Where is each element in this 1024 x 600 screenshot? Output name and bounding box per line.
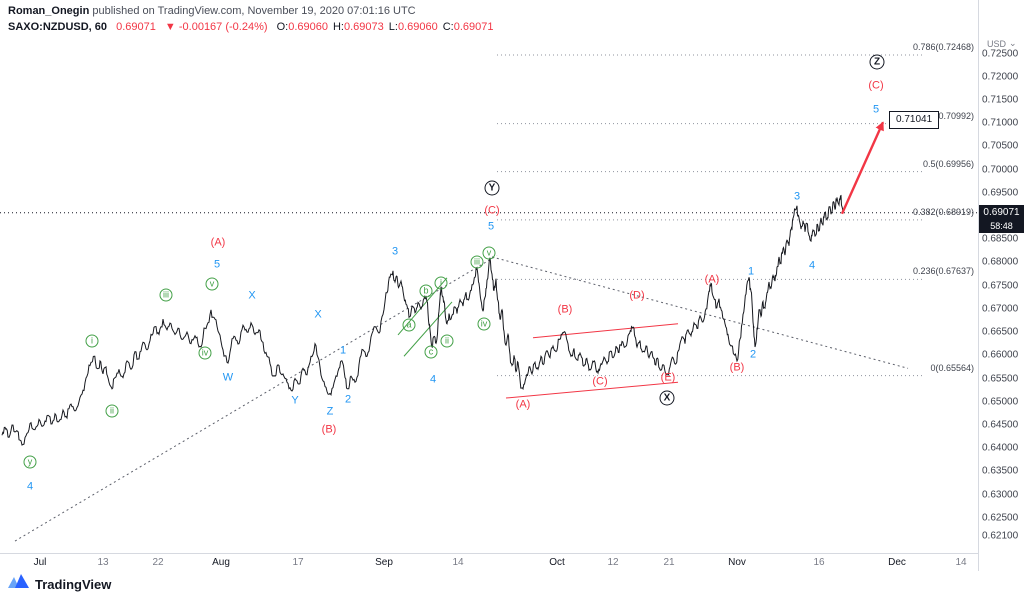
time-axis-label: 16 <box>813 557 825 568</box>
price-target-label[interactable]: 0.71041 <box>889 111 940 130</box>
price-axis-label: 0.67000 <box>982 303 1019 315</box>
ohlc-key: H: <box>332 21 344 33</box>
current-price-value: 0.69071 <box>983 206 1020 218</box>
time-axis-label: Oct <box>549 557 565 568</box>
descending-resistance-dashed[interactable] <box>491 256 909 369</box>
price-chart-canvas[interactable] <box>0 0 978 553</box>
symbol-title[interactable]: SAXO:NZDUSD, 60 <box>8 21 108 33</box>
bar-countdown-badge: 58:48 <box>979 219 1024 233</box>
ohlc-value: 0.69073 <box>343 21 384 33</box>
price-axis-label: 0.63500 <box>982 465 1019 477</box>
bar-countdown-value: 58:48 <box>990 220 1013 231</box>
fib-level-label: 0(0.65564) <box>930 362 974 373</box>
price-axis-label: 0.68000 <box>982 256 1019 268</box>
ohlc-value: 0.69060 <box>288 21 328 33</box>
time-axis-label: Sep <box>375 557 393 568</box>
fibonacci-lines[interactable] <box>497 54 922 377</box>
trendlines[interactable] <box>14 255 909 542</box>
publish-info: published on TradingView.com, November 1… <box>89 5 416 17</box>
chevron-down-icon: ⌄ <box>1009 38 1017 48</box>
green-channel-lower[interactable] <box>403 301 453 357</box>
ohlc-key: L: <box>388 21 398 33</box>
price-axis-label: 0.67500 <box>982 280 1019 292</box>
price-axis-label: 0.62100 <box>982 530 1019 542</box>
ohlc-key: O: <box>276 21 289 33</box>
ohlc-values: O:0.69060 H:0.69073 L:0.69060 C:0.69071 <box>277 21 499 33</box>
time-axis-label: 14 <box>955 557 967 568</box>
time-axis-label: 14 <box>452 557 464 568</box>
price-axis-label: 0.71500 <box>982 94 1019 106</box>
price-axis-label: 0.70500 <box>982 140 1019 152</box>
price-axis-label: 0.69500 <box>982 187 1019 199</box>
price-axis-label: 0.64000 <box>982 442 1019 454</box>
footer: TradingView <box>8 574 111 594</box>
time-axis-label: Aug <box>212 557 230 568</box>
current-price-badge: 0.69071 <box>979 204 1024 220</box>
time-axis-label: 13 <box>97 557 109 568</box>
chart-header: Roman_Onegin published on TradingView.co… <box>8 5 498 33</box>
triangle-lower-red[interactable] <box>505 381 679 399</box>
price-axis-label: 0.65500 <box>982 373 1019 385</box>
symbol-line: SAXO:NZDUSD, 60 0.69071 ▼ -0.00167 (-0.2… <box>8 21 498 33</box>
price-axis-label: 0.70000 <box>982 164 1019 176</box>
price-series-line <box>1 194 844 446</box>
time-axis-label: Dec <box>888 557 906 568</box>
overlays[interactable] <box>0 121 978 215</box>
fib-level-label: 0.236(0.67637) <box>912 266 974 277</box>
time-axis-label: 22 <box>152 557 164 568</box>
tradingview-brand[interactable]: TradingView <box>35 576 112 592</box>
byline: Roman_Onegin published on TradingView.co… <box>8 5 498 17</box>
time-axis-label: Nov <box>728 557 746 568</box>
price-axis[interactable]: USD ⌄ 0.72500 0.72000 0.71500 0.71000 0.7050… <box>978 0 1024 571</box>
price-target-value: 0.71041 <box>896 114 933 126</box>
ohlc-value: 0.69060 <box>397 21 438 33</box>
price-axis-label: 0.72000 <box>982 71 1019 83</box>
time-axis-label: Jul <box>33 557 47 568</box>
ohlc-key: C: <box>442 21 454 33</box>
fib-level-label: 0.382(0.68919) <box>912 206 974 217</box>
ascending-support-dashed[interactable] <box>14 255 498 542</box>
price-axis-label: 0.66000 <box>982 349 1019 361</box>
fib-level-label: 0.5(0.69956) <box>922 158 974 169</box>
price-axis-label: 0.72500 <box>982 48 1019 60</box>
time-axis-label: 21 <box>663 557 675 568</box>
price-axis-label: 0.64500 <box>982 419 1019 431</box>
price-axis-label: 0.62500 <box>982 512 1019 524</box>
price-axis-label: 0.71000 <box>982 117 1019 129</box>
price-change: ▼ -0.00167 (-0.24%) <box>164 21 268 33</box>
price-axis-label: 0.65000 <box>982 396 1019 408</box>
price-axis-label: 0.63000 <box>982 489 1019 501</box>
time-axis-label: 12 <box>607 557 619 568</box>
time-axis[interactable]: Jul 13 22 Aug 17 Sep 14 Oct 12 21 Nov 16 Dec 14 <box>0 553 978 572</box>
triangle-upper-red[interactable] <box>532 323 679 339</box>
tradingview-logo-icon[interactable] <box>8 574 29 594</box>
price-axis-label: 0.66500 <box>982 326 1019 338</box>
author-name[interactable]: Roman_Onegin <box>8 5 90 17</box>
projection-arrow[interactable] <box>840 121 885 215</box>
fib-level-label: 0.618(0.70992) <box>912 110 974 121</box>
time-axis-label: 17 <box>292 557 304 568</box>
fib-level-label: 0.786(0.72468) <box>912 42 974 53</box>
chart-area[interactable]: y 4 i ii iii iv v 5 (A) W X Y X Z (B) 1 2 3 a b c 4 i ii iii iv v 5… <box>0 0 978 553</box>
ohlc-value: 0.69071 <box>453 21 494 33</box>
price-axis-currency[interactable]: USD ⌄ <box>987 38 1017 49</box>
currency-label: USD <box>987 38 1007 49</box>
last-price: 0.69071 <box>116 21 156 33</box>
price-axis-label: 0.68500 <box>982 233 1019 245</box>
